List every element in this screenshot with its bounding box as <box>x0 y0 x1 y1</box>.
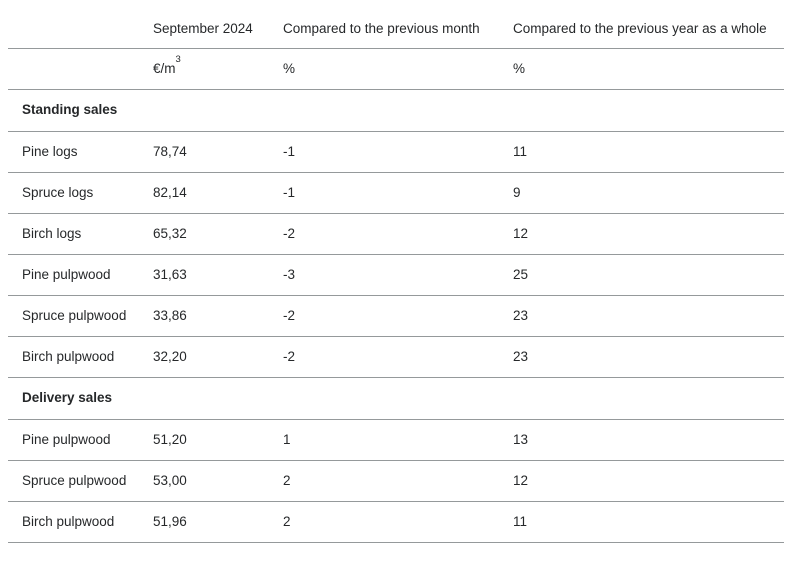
units-year-cell: % <box>513 48 784 90</box>
vs-year-cell: 23 <box>513 295 784 337</box>
table-row: Birch logs 65,32 -2 12 <box>8 213 784 255</box>
price-cell: 33,86 <box>153 295 283 337</box>
vs-month-cell: -1 <box>283 131 513 173</box>
row-label: Birch pulpwood <box>8 336 153 378</box>
vs-year-cell: 13 <box>513 419 784 461</box>
table-row: Spruce pulpwood 53,00 2 12 <box>8 460 784 502</box>
column-header-empty <box>8 10 153 49</box>
units-empty-cell <box>8 48 153 90</box>
section-row-delivery-sales: Delivery sales <box>8 377 784 420</box>
vs-month-cell: 2 <box>283 460 513 502</box>
table-row: Spruce pulpwood 33,86 -2 23 <box>8 295 784 337</box>
vs-month-cell: 1 <box>283 419 513 461</box>
vs-month-cell: -2 <box>283 213 513 255</box>
table-row: Birch pulpwood 32,20 -2 23 <box>8 336 784 378</box>
price-cell: 51,20 <box>153 419 283 461</box>
vs-year-cell: 12 <box>513 213 784 255</box>
section-cell: Delivery sales <box>8 377 784 420</box>
section-label: Delivery sales <box>22 390 113 406</box>
section-label: Standing sales <box>22 102 118 118</box>
units-row: €/m3 % % <box>8 48 784 90</box>
price-cell: 78,74 <box>153 131 283 173</box>
column-header-prev-year: Compared to the previous year as a whole <box>513 10 784 49</box>
table-row: Birch pulpwood 51,96 2 11 <box>8 501 784 543</box>
row-label: Spruce logs <box>8 172 153 214</box>
column-header-september-2024: September 2024 <box>153 10 283 49</box>
row-label: Birch pulpwood <box>8 501 153 543</box>
row-label: Spruce pulpwood <box>8 295 153 337</box>
row-label: Pine pulpwood <box>8 419 153 461</box>
vs-month-cell: -2 <box>283 295 513 337</box>
vs-year-cell: 23 <box>513 336 784 378</box>
vs-year-cell: 12 <box>513 460 784 502</box>
section-cell: Standing sales <box>8 89 784 132</box>
price-cell: 82,14 <box>153 172 283 214</box>
vs-year-cell: 9 <box>513 172 784 214</box>
price-cell: 31,63 <box>153 254 283 296</box>
table-row: Pine pulpwood 51,20 1 13 <box>8 419 784 461</box>
units-month-cell: % <box>283 48 513 90</box>
table-row: Spruce logs 82,14 -1 9 <box>8 172 784 214</box>
units-price-cell: €/m3 <box>153 48 283 90</box>
price-cell: 53,00 <box>153 460 283 502</box>
row-label: Birch logs <box>8 213 153 255</box>
vs-year-cell: 25 <box>513 254 784 296</box>
header-row: September 2024 Compared to the previous … <box>8 10 784 49</box>
vs-year-cell: 11 <box>513 501 784 543</box>
vs-month-cell: 2 <box>283 501 513 543</box>
section-row-standing-sales: Standing sales <box>8 89 784 132</box>
vs-month-cell: -3 <box>283 254 513 296</box>
table-row: Pine logs 78,74 -1 11 <box>8 131 784 173</box>
price-cell: 51,96 <box>153 501 283 543</box>
row-label: Spruce pulpwood <box>8 460 153 502</box>
unit-exponent: 3 <box>175 54 181 66</box>
row-label: Pine logs <box>8 131 153 173</box>
column-header-prev-month: Compared to the previous month <box>283 10 513 49</box>
vs-month-cell: -1 <box>283 172 513 214</box>
vs-year-cell: 11 <box>513 131 784 173</box>
timber-price-table-container: September 2024 Compared to the previous … <box>8 10 784 543</box>
price-cell: 65,32 <box>153 213 283 255</box>
row-label: Pine pulpwood <box>8 254 153 296</box>
vs-month-cell: -2 <box>283 336 513 378</box>
unit-eur-per-m3: €/m <box>153 60 176 76</box>
price-cell: 32,20 <box>153 336 283 378</box>
table-row: Pine pulpwood 31,63 -3 25 <box>8 254 784 296</box>
timber-price-table: September 2024 Compared to the previous … <box>8 10 784 543</box>
